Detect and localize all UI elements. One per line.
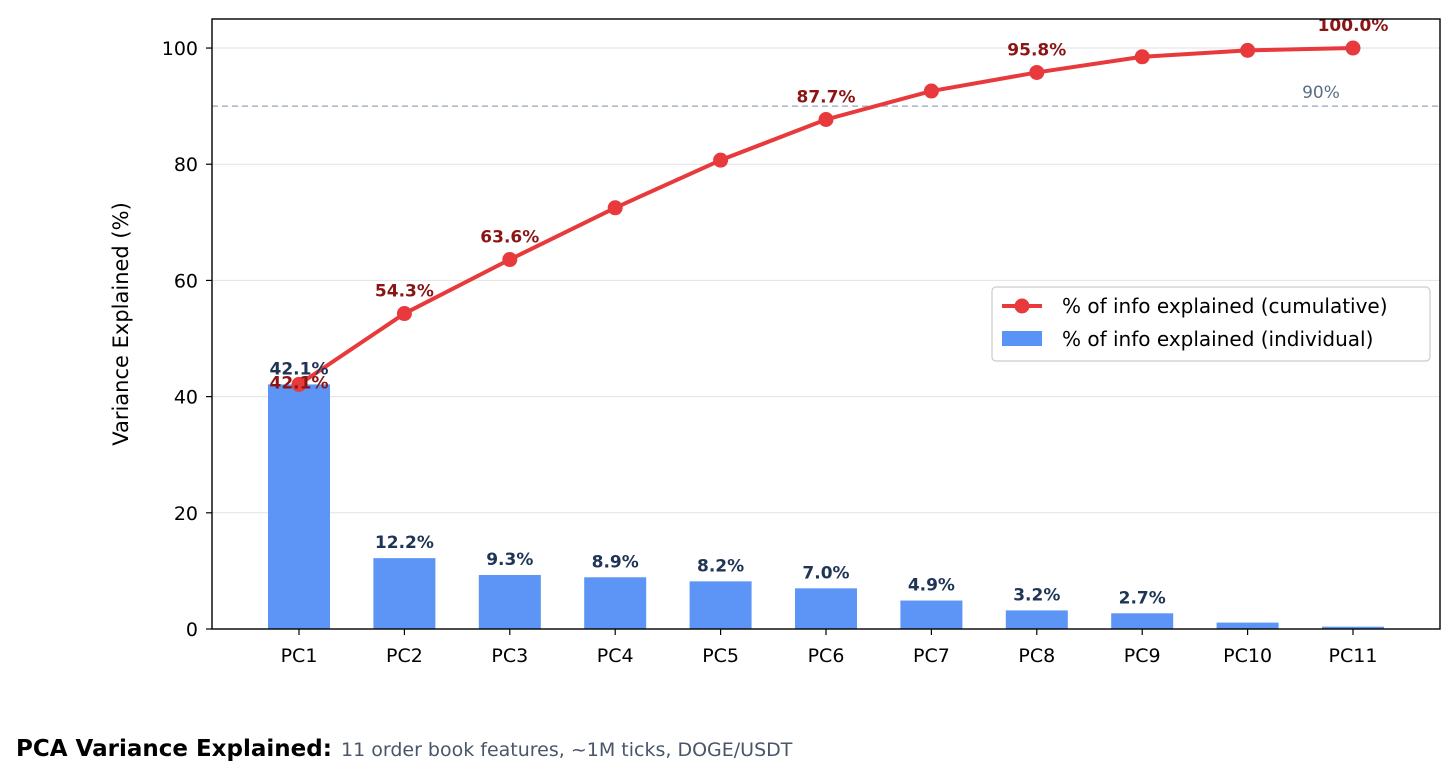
bar-pc3 [478, 574, 541, 629]
cumulative-point-pc6 [818, 112, 834, 128]
bar-pc5 [689, 581, 752, 629]
bar-value-label: 7.0% [802, 563, 849, 583]
x-tick-label: PC5 [702, 645, 739, 667]
cumulative-value-label: 87.7% [797, 88, 856, 108]
x-tick-label: PC7 [913, 645, 950, 667]
cumulative-line [291, 40, 1361, 392]
bar-value-label: 8.9% [592, 552, 639, 572]
bar-pc7 [900, 600, 963, 629]
legend-entry-cumulative: % of info explained (cumulative) [1062, 294, 1388, 318]
cumulative-point-pc5 [713, 152, 729, 168]
legend-box [991, 286, 1431, 362]
bar-pc9 [1111, 613, 1174, 629]
y-tick-label: 80 [174, 154, 198, 176]
pca-variance-chart: 90% 42.1% 12.2% 9.3% 8.9% 8.2% 7.0% 4.9% 3.2% 2.… [109, 16, 1441, 667]
bar-value-label: 8.2% [697, 556, 744, 576]
cumulative-point-pc8 [1029, 64, 1045, 80]
cumulative-point-pc9 [1134, 49, 1150, 65]
legend-marker-swatch [1014, 298, 1030, 314]
bar-pc2 [373, 558, 436, 629]
y-tick-label: 20 [174, 503, 198, 525]
x-tick-label: PC8 [1018, 645, 1055, 667]
cumulative-value-label: 63.6% [480, 228, 539, 248]
cumulative-point-pc1 [291, 376, 307, 392]
bar-pc4 [584, 577, 647, 629]
cumulative-point-pc7 [923, 83, 939, 99]
bar-pc8 [1005, 610, 1068, 629]
x-tick-label: PC10 [1223, 645, 1272, 667]
bar-pc10 [1216, 622, 1279, 629]
x-tick-label: PC1 [281, 645, 318, 667]
y-tick-label: 40 [174, 387, 198, 409]
y-tick-label: 60 [174, 270, 198, 292]
caption: PCA Variance Explained: 11 order book fe… [16, 736, 792, 762]
bar-pc6 [795, 588, 857, 629]
cumulative-value-label: 54.3% [375, 282, 434, 302]
y-axis-label: Variance Explained (%) [109, 202, 133, 446]
bar-value-label: 42.1% [270, 359, 329, 379]
cumulative-point-pc2 [396, 306, 412, 322]
x-tick-label: PC9 [1124, 645, 1161, 667]
bar-value-label: 2.7% [1119, 588, 1166, 608]
y-tick-label: 0 [186, 619, 198, 641]
bars [268, 384, 1384, 629]
data-labels: 42.1% 12.2% 9.3% 8.9% 8.2% 7.0% 4.9% 3.2% 2.7% 42… [270, 16, 1389, 608]
cumulative-value-label: 100.0% [1318, 16, 1389, 36]
bar-value-label: 4.9% [908, 576, 955, 596]
bar-value-label: 9.3% [486, 550, 533, 570]
cumulative-point-pc10 [1240, 42, 1256, 58]
cumulative-point-pc3 [502, 252, 518, 268]
legend-bar-swatch [1002, 331, 1042, 346]
y-tick-label: 100 [162, 38, 198, 60]
axes: 0 20 40 60 80 100 PC1 PC2 PC3 PC4 PC5 PC6 PC7 PC8 PC9 P… [109, 18, 1441, 667]
x-tick-label: PC11 [1329, 645, 1378, 667]
legend: % of info explained (cumulative) % of inf… [991, 286, 1431, 362]
cumulative-point-pc11 [1345, 40, 1361, 56]
caption-subtitle: 11 order book features, ~1M ticks, DOGE/… [341, 739, 793, 761]
cumulative-point-pc4 [607, 200, 623, 216]
legend-entry-individual: % of info explained (individual) [1062, 327, 1373, 351]
bar-value-label: 12.2% [375, 533, 434, 553]
cumulative-value-label: 42.1% [270, 373, 329, 393]
x-tick-label: PC3 [491, 645, 528, 667]
x-tick-label: PC6 [808, 645, 845, 667]
x-tick-label: PC2 [386, 645, 423, 667]
x-tick-label: PC4 [597, 645, 634, 667]
caption-title: PCA Variance Explained: [16, 736, 332, 762]
bar-pc11 [1322, 626, 1384, 629]
reference-line-label: 90% [1302, 83, 1340, 103]
reference-line-group: 90% [212, 83, 1440, 107]
bar-pc1 [268, 384, 330, 629]
bar-value-label: 3.2% [1013, 585, 1060, 605]
cumulative-value-label: 95.8% [1007, 40, 1066, 60]
